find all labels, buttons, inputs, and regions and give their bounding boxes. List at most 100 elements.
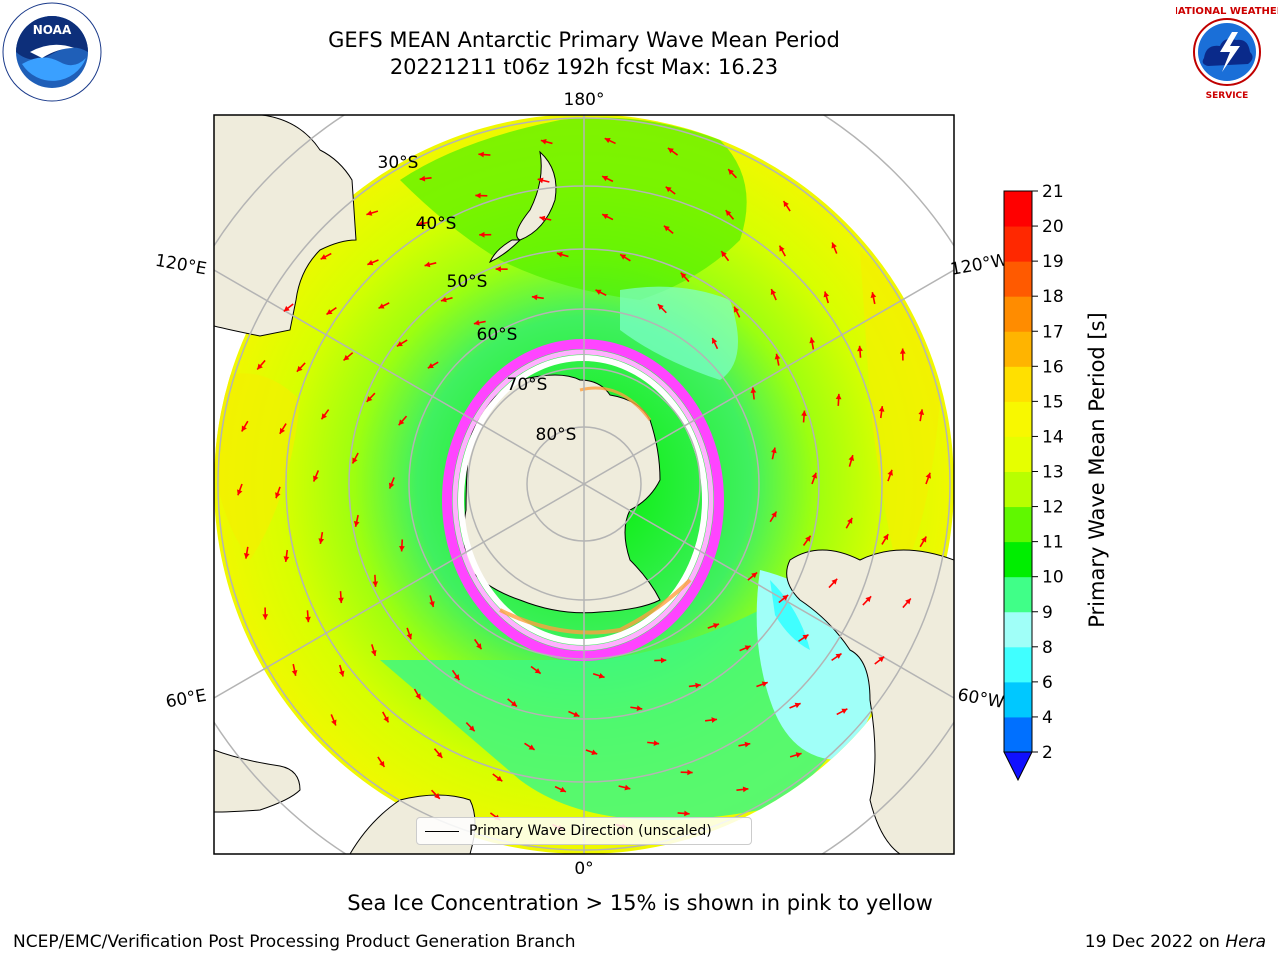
wave-arrow-head <box>744 741 751 748</box>
wave-arrow-head <box>434 793 440 799</box>
colorbar-band <box>1004 681 1032 718</box>
wave-direction-arrows <box>236 137 932 831</box>
wave-arrow-head <box>243 553 250 559</box>
lat-label: 60°S <box>477 325 518 345</box>
wave-arrow-head <box>326 309 333 315</box>
lat-label: 80°S <box>536 425 577 445</box>
colorbar-band <box>1004 296 1032 332</box>
wave-arrow-head <box>744 645 751 651</box>
wave-arrow-head <box>761 681 768 687</box>
sea-ice-caption: Sea Ice Concentration > 15% is shown in … <box>347 891 933 915</box>
colorbar-band <box>1004 611 1032 648</box>
wave-arrow-head <box>417 220 424 227</box>
wave-arrow-head <box>771 447 777 454</box>
wave-arrow-head <box>604 137 611 144</box>
lat-label: 40°S <box>416 214 457 234</box>
colorbar-tick-label: 8 <box>1042 638 1053 658</box>
wave-arrow-head <box>305 616 311 623</box>
wave-arrow-head <box>713 623 719 629</box>
wave-arrow-head <box>371 649 377 656</box>
colorbar-band <box>1004 506 1032 543</box>
wave-arrow-head <box>750 387 757 394</box>
footer-date: 19 Dec 2022 on Hera <box>1085 932 1266 952</box>
wave-arrow-head <box>366 210 373 216</box>
latitude-labels: 30°S 40°S 50°S 60°S 70°S 80°S <box>378 153 577 445</box>
wave-arrow-head <box>665 186 672 193</box>
wave-arrow-head <box>802 634 809 640</box>
colorbar-band <box>1004 261 1032 297</box>
wave-arrow-head <box>283 556 290 562</box>
wave-arrow-head <box>870 292 877 298</box>
wave-arrow-head <box>742 786 749 793</box>
wave-arrow-head <box>528 744 535 750</box>
wave-arrow-head <box>770 289 777 296</box>
chart-title: GEFS MEAN Antarctic Primary Wave Mean Pe… <box>328 28 840 52</box>
wave-arrow-head <box>620 254 627 260</box>
colorbar-tick-label: 11 <box>1042 533 1064 553</box>
wave-arrow-head <box>667 148 674 154</box>
wave-arrow-head <box>883 534 889 541</box>
wave-arrow-head <box>537 177 544 184</box>
wave-arrow-head <box>318 538 325 544</box>
wave-arrow-head <box>511 700 517 707</box>
map-frame <box>213 114 955 855</box>
wave-arrow-head <box>320 254 327 260</box>
wave-arrow-head <box>602 214 609 220</box>
wave-arrow-head <box>595 289 602 295</box>
colorbar-tick-label: 17 <box>1042 322 1064 342</box>
wave-arrow-head <box>478 151 484 158</box>
wave-arrow-head <box>313 475 319 482</box>
colorbar-tick-label: 16 <box>1042 357 1064 377</box>
wave-arrow-head <box>366 396 373 402</box>
lon-label-upper-left: 120°E <box>154 251 208 280</box>
colorbar-tick-label: 6 <box>1042 673 1053 693</box>
wave-arrow-head <box>539 215 546 222</box>
nws-logo-icon: NATIONAL WEATHER SERVICE <box>1176 4 1278 101</box>
wave-arrow-head <box>331 719 337 726</box>
colorbar-tick-label: 12 <box>1042 498 1064 518</box>
wave-arrow-head <box>774 353 781 360</box>
lat-label: 70°S <box>507 375 548 395</box>
colorbar-tick-label: 9 <box>1042 603 1053 623</box>
wave-arrow-head <box>275 492 281 499</box>
wave-arrow-head <box>343 354 350 361</box>
wave-arrow-head <box>352 457 358 464</box>
wave-arrow-head <box>602 175 609 182</box>
colorbar-band <box>1004 646 1032 683</box>
wave-arrow-head <box>353 521 360 527</box>
wave-arrow-head <box>573 711 580 717</box>
lon-label-bottom: 0° <box>574 859 593 879</box>
wave-arrow-head <box>809 337 816 344</box>
wave-arrow-head <box>831 242 837 249</box>
wave-arrow-head <box>771 511 777 518</box>
wave-arrow-head <box>321 413 327 420</box>
wave-arrow-head <box>805 535 811 542</box>
wave-arrow-head <box>925 472 932 479</box>
wave-arrow-head <box>257 363 263 370</box>
wave-arrow-head <box>779 245 785 252</box>
wave-arrow-head <box>427 363 434 369</box>
wave-arrow-head <box>236 489 243 496</box>
wave-arrow-head <box>291 670 298 676</box>
svg-text:SERVICE: SERVICE <box>1206 91 1249 101</box>
wave-arrow-head <box>419 175 426 182</box>
wave-arrow-head <box>711 337 718 344</box>
wave-arrow-head <box>559 786 566 793</box>
footer-machine: Hera <box>1225 932 1266 952</box>
wave-arrow-head <box>479 231 485 238</box>
colorbar-tick-label: 20 <box>1042 217 1064 237</box>
colorbar-tick-label: 10 <box>1042 568 1064 588</box>
wave-arrow-head <box>496 775 503 782</box>
wave-arrow-head <box>663 225 670 232</box>
wave-arrow-head <box>660 657 667 664</box>
wave-arrow-head <box>388 482 395 489</box>
footer-producer: NCEP/EMC/Verification Post Processing Pr… <box>13 932 576 952</box>
wave-arrow-head <box>918 409 925 415</box>
wave-arrow-head <box>835 653 842 659</box>
noaa-logo-icon: NOAA <box>2 2 102 102</box>
wave-arrow-head <box>399 545 405 552</box>
lat-label: 50°S <box>447 272 488 292</box>
wave-arrow-head <box>847 517 853 524</box>
wave-arrow-head <box>296 365 303 372</box>
colorbar-band <box>1004 366 1032 402</box>
